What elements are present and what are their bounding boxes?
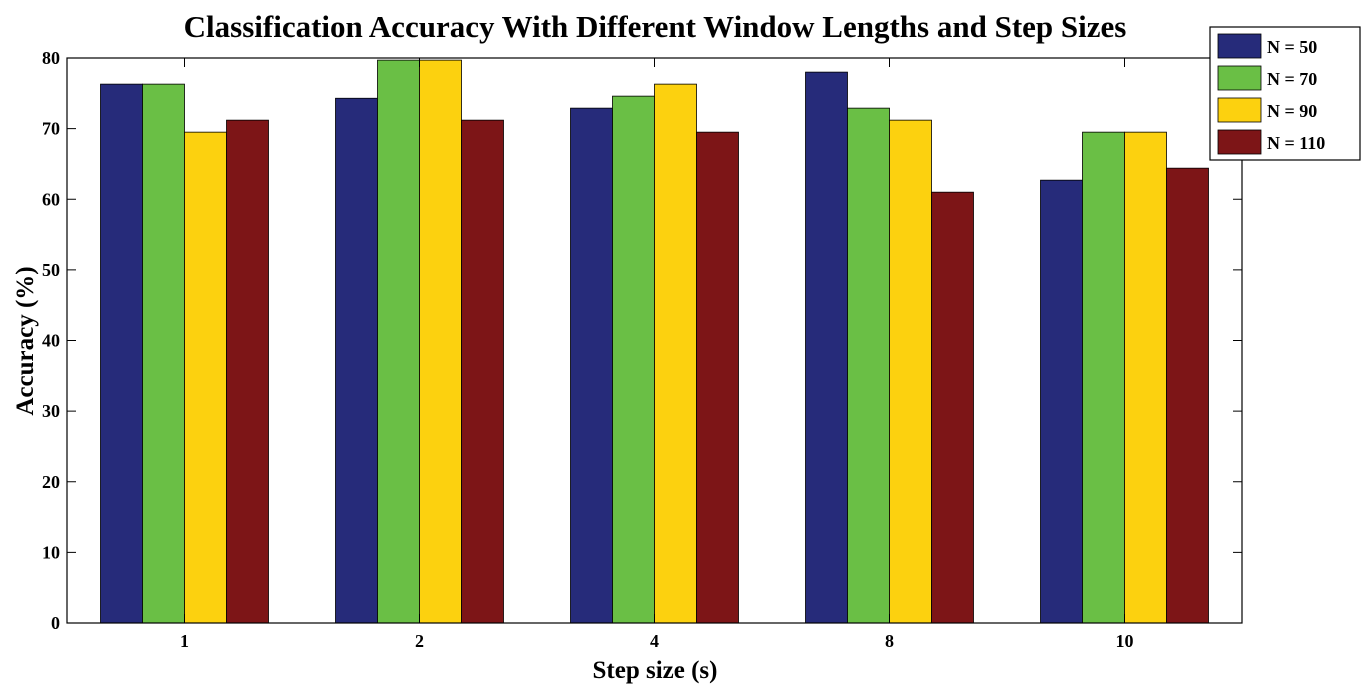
bar-n90-cat-10 [1124,131,1167,624]
legend-label: N = 50 [1267,37,1317,57]
bar-n50-cat-1 [100,83,143,624]
legend-label: N = 110 [1267,133,1325,153]
bar-n110-cat-1 [226,119,269,624]
bar-n110-cat-8 [931,191,974,624]
bar-n110-cat-10 [1166,167,1209,624]
x-tick-label: 4 [650,631,659,651]
bar-n70-cat-10 [1082,131,1125,624]
x-tick-label: 8 [885,631,894,651]
y-axis-label: Accuracy (%) [12,266,39,415]
legend-swatch [1217,97,1262,123]
legend-swatch [1217,129,1262,155]
legend-label: N = 70 [1267,69,1317,89]
legend-swatch [1217,65,1262,91]
bar-n110-cat-2 [461,119,504,624]
x-tick-label: 10 [1116,631,1134,651]
bar-n50-cat-2 [335,97,378,624]
x-axis-label: Step size (s) [593,657,718,684]
y-tick-label: 20 [42,472,60,492]
y-tick-label: 60 [42,189,60,209]
legend-label: N = 90 [1267,101,1317,121]
bar-n90-cat-4 [654,83,697,624]
legend-swatch [1217,33,1262,59]
bar-n70-cat-2 [377,59,420,624]
x-tick-label: 2 [415,631,424,651]
bar-n70-cat-1 [142,83,185,624]
bar-n90-cat-2 [419,59,462,624]
y-tick-label: 0 [51,613,60,633]
bar-n50-cat-4 [570,107,613,624]
y-tick-label: 70 [42,119,60,139]
bar-n70-cat-8 [847,107,890,624]
bar-n90-cat-1 [184,131,227,624]
bar-n50-cat-8 [805,71,848,624]
bars-group [100,59,1209,624]
y-tick-label: 80 [42,48,60,68]
y-tick-label: 40 [42,331,60,351]
axes-group: 0 10 20 30 40 50 60 70 80 1 2 4 8 10 [42,48,1242,651]
x-tick-label: 1 [180,631,189,651]
y-tick-label: 10 [42,542,60,562]
bar-n50-cat-10 [1040,179,1083,624]
chart-title: Classification Accuracy With Different W… [184,9,1127,44]
bar-n110-cat-4 [696,131,739,624]
bar-n70-cat-4 [612,95,655,624]
bar-n90-cat-8 [889,119,932,624]
y-tick-label: 30 [42,401,60,421]
legend: N = 50 N = 70 N = 90 N = 110 [1209,26,1361,161]
y-tick-label: 50 [42,260,60,280]
